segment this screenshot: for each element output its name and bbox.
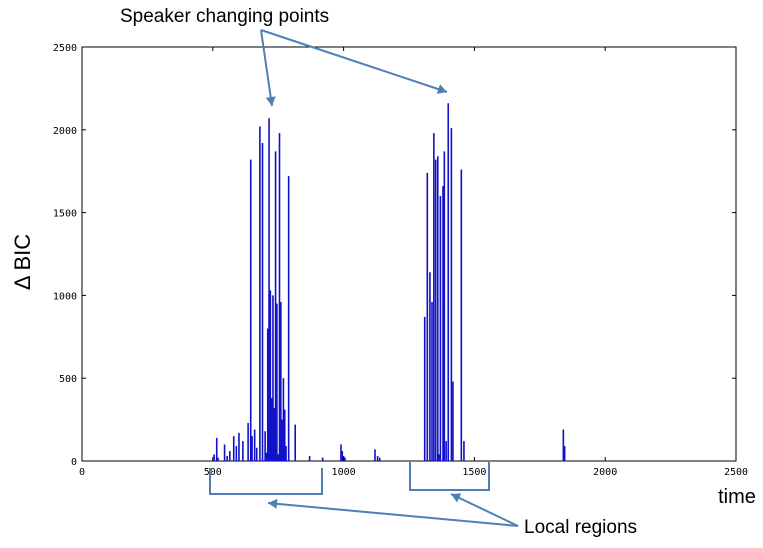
y-axis-label: Δ BIC <box>10 234 35 290</box>
speaker-changing-points-label: Speaker changing points <box>120 6 329 27</box>
y-tick-label: 1500 <box>53 209 77 220</box>
bracket-region-2 <box>409 462 490 491</box>
y-tick-label: 2000 <box>53 126 77 137</box>
arrow-to-first-peak-head <box>265 96 276 106</box>
arrow-to-region-2 <box>450 493 519 527</box>
x-axis-label: time <box>718 486 756 508</box>
y-tick-label: 1000 <box>53 291 77 302</box>
arrow-to-region-2-head <box>451 493 462 503</box>
axis-ticks: 0 500 1000 1500 2000 2500 0 500 1000 1500 2000 2500 <box>53 43 748 478</box>
plot-area-frame <box>81 46 737 462</box>
x-tick-label: 0 <box>79 467 85 478</box>
arrow-to-region-1 <box>267 502 519 527</box>
y-tick-label: 0 <box>71 457 77 468</box>
x-tick-label: 1000 <box>332 467 356 478</box>
bars-layer <box>213 103 566 461</box>
x-tick-label: 500 <box>204 467 222 478</box>
arrow-to-first-peak <box>260 29 273 107</box>
arrow-to-second-peak-head <box>436 84 447 94</box>
y-tick-label: 500 <box>59 374 77 385</box>
arrow-to-region-1-head <box>268 498 278 509</box>
y-tick-label: 2500 <box>53 43 77 54</box>
x-tick-label: 1500 <box>462 467 486 478</box>
local-regions-arrows <box>267 493 519 527</box>
bracket-region-1 <box>209 468 323 495</box>
x-tick-label: 2000 <box>593 467 617 478</box>
local-regions-label: Local regions <box>524 517 637 538</box>
local-region-brackets <box>209 462 490 495</box>
speaker-changing-points-arrows <box>260 29 448 107</box>
x-tick-label: 2500 <box>724 467 748 478</box>
arrow-to-second-peak <box>260 29 448 93</box>
